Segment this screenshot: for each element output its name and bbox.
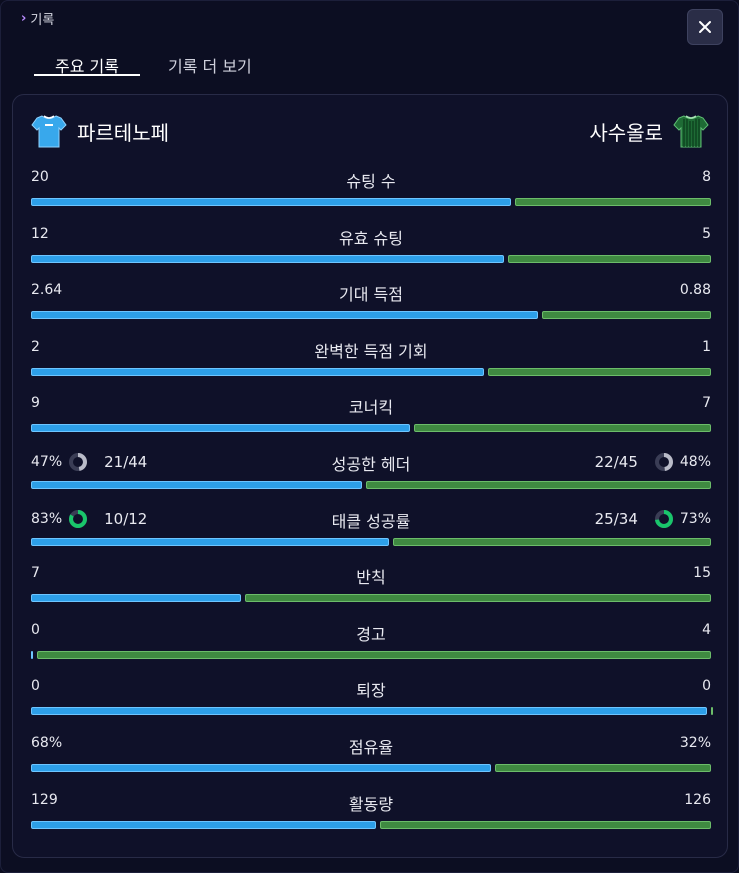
- home-stat-value: 83%: [31, 510, 63, 527]
- home-team-name: 파르테노페: [77, 120, 169, 145]
- home-stat-bar: [31, 594, 241, 603]
- away-stat-value: 73%: [679, 510, 711, 527]
- tab-main-stats[interactable]: 주요 기록: [34, 53, 140, 77]
- home-stat-value: 7: [31, 565, 40, 582]
- away-stat-bar: [542, 311, 711, 320]
- home-stat-value: 2: [31, 338, 40, 355]
- away-success-ring-icon: [654, 509, 673, 528]
- away-stat-value: 15: [693, 565, 711, 582]
- tab-more-stats[interactable]: 기록 더 보기: [168, 57, 252, 76]
- stat-label: 기대 득점: [339, 285, 403, 305]
- home-stat-value: 129: [31, 791, 58, 808]
- stat-row: 완벽한 득점 기회 2 1: [31, 339, 711, 387]
- home-stat-bar: [31, 254, 504, 263]
- away-stat-value: 8: [702, 169, 711, 185]
- stat-label: 완벽한 득점 기회: [314, 341, 428, 361]
- away-team: 사수올로: [589, 113, 709, 149]
- home-stat-value: 12: [31, 225, 49, 242]
- home-stat-detail: 83% 10/12: [31, 509, 147, 529]
- stat-row: 점유율 68% 32%: [31, 735, 711, 783]
- stat-label: 유효 슈팅: [339, 228, 403, 248]
- home-jersey-icon: [31, 115, 67, 148]
- away-stat-bar: [488, 367, 711, 376]
- home-stat-bar: [31, 367, 484, 376]
- close-button[interactable]: [687, 9, 723, 45]
- home-stat-bar: [31, 311, 538, 320]
- home-stat-bar: [31, 537, 389, 546]
- stat-label: 코너킥: [348, 398, 394, 418]
- away-stat-value: 5: [702, 225, 711, 242]
- away-stat-bar: [380, 820, 711, 829]
- away-stat-value: 32%: [679, 735, 711, 751]
- home-stat-value: 0: [31, 621, 40, 638]
- home-stat-bar: [31, 198, 511, 206]
- away-stat-bar: [495, 764, 711, 772]
- stat-row: 성공한 헤더 47% 21/44 22/45 48%: [31, 452, 711, 500]
- away-stat-value: 7: [702, 395, 711, 412]
- home-stat-fraction: 10/12: [104, 509, 148, 528]
- away-stat-value: 126: [684, 791, 711, 808]
- stat-row: 기대 득점 2.64 0.88: [31, 282, 711, 330]
- away-stat-value: 48%: [679, 454, 711, 470]
- home-stat-value: 68%: [31, 735, 63, 751]
- home-success-ring-icon: [69, 509, 88, 528]
- stat-row: 경고 0 4: [31, 622, 711, 670]
- stats-card: 파르테노페 사수올로 슈팅 수 20 8 유효 슈팅 12 5 기대 득점 2.64 0.88 완…: [12, 94, 728, 858]
- stat-label: 슈팅 수: [346, 172, 396, 191]
- home-stat-bar: [31, 764, 491, 772]
- away-stat-fraction: 25/34: [594, 509, 638, 528]
- home-stat-bar: [31, 481, 362, 489]
- away-stat-value: 1: [702, 338, 711, 355]
- home-stat-detail: 47% 21/44: [31, 452, 147, 472]
- away-jersey-icon: [673, 115, 709, 148]
- away-stat-detail: 25/34 73%: [595, 509, 711, 529]
- away-success-ring-icon: [654, 453, 673, 471]
- breadcrumb[interactable]: › 기록: [21, 9, 54, 28]
- home-stat-bar: [31, 650, 33, 659]
- stat-label: 반칙: [356, 568, 386, 588]
- stat-row: 유효 슈팅 12 5: [31, 226, 711, 274]
- away-stat-value: 0.88: [679, 282, 711, 299]
- home-stat-value: 20: [31, 169, 49, 185]
- home-stat-value: 9: [31, 395, 40, 412]
- stat-row: 코너킥 9 7: [31, 395, 711, 443]
- stat-label: 경고: [356, 624, 386, 644]
- stat-label: 점유율: [348, 738, 394, 757]
- away-stat-bar: [711, 707, 713, 716]
- home-stat-bar: [31, 424, 410, 433]
- away-stat-value: 0: [702, 678, 711, 695]
- away-stat-bar: [414, 424, 711, 433]
- stat-label: 퇴장: [356, 681, 386, 701]
- stat-row: 반칙 7 15: [31, 565, 711, 613]
- stat-row: 슈팅 수 20 8: [31, 169, 711, 217]
- breadcrumb-label: 기록: [30, 13, 55, 28]
- away-stat-bar: [37, 650, 711, 659]
- stat-row: 태클 성공률 83% 10/12 25/34 73%: [31, 509, 711, 557]
- home-stat-value: 47%: [31, 454, 63, 470]
- away-stat-bar: [366, 481, 711, 489]
- away-team-name: 사수올로: [589, 120, 663, 145]
- home-stat-fraction: 21/44: [104, 453, 148, 471]
- away-stat-bar: [245, 594, 711, 603]
- away-stat-value: 4: [702, 621, 711, 638]
- home-stat-bar: [31, 707, 707, 716]
- home-stat-bar: [31, 820, 376, 829]
- home-success-ring-icon: [69, 453, 88, 471]
- away-stat-fraction: 22/45: [594, 453, 638, 471]
- away-stat-bar: [508, 254, 711, 263]
- away-stat-detail: 22/45 48%: [595, 452, 711, 472]
- home-stat-value: 0: [31, 678, 40, 695]
- away-stat-bar: [393, 537, 711, 546]
- home-stat-value: 2.64: [31, 282, 63, 299]
- chevron-right-icon: ›: [21, 11, 27, 26]
- stat-row: 활동량 129 126: [31, 792, 711, 840]
- close-icon: [699, 21, 711, 33]
- stat-row: 퇴장 0 0: [31, 678, 713, 726]
- stat-label: 활동량: [348, 794, 394, 814]
- home-team: 파르테노페: [31, 113, 169, 149]
- away-stat-bar: [515, 198, 711, 206]
